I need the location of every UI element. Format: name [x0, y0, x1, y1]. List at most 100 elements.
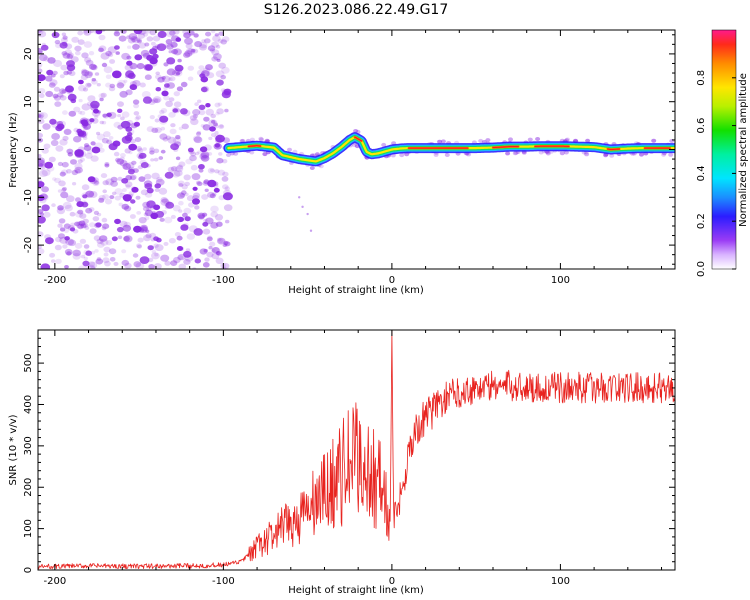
noise-blob	[165, 100, 174, 108]
noise-blob	[144, 42, 150, 47]
noise-blob	[211, 30, 216, 34]
noise-blob	[210, 205, 219, 213]
noise-blob	[204, 38, 211, 44]
noise-blob	[45, 90, 54, 98]
noise-blob	[184, 181, 190, 187]
noise-blob	[91, 146, 101, 154]
noise-blob	[177, 216, 185, 223]
noise-blob	[178, 209, 183, 213]
noise-blob	[64, 204, 73, 212]
noise-blob	[165, 135, 171, 140]
noise-blob	[112, 70, 122, 79]
noise-blob	[89, 228, 97, 234]
noise-blob	[164, 83, 170, 88]
noise-blob	[151, 127, 159, 133]
signal-track	[223, 129, 675, 232]
noise-blob	[124, 148, 131, 154]
noise-blob	[61, 32, 67, 37]
noise-blob	[38, 118, 45, 124]
noise-blob	[85, 82, 92, 88]
noise-blob	[191, 173, 201, 181]
noise-blob	[100, 52, 110, 60]
noise-blob	[215, 112, 220, 116]
noise-blob	[81, 133, 88, 139]
noise-blob	[145, 233, 152, 239]
noise-blob	[178, 183, 184, 188]
track-halo	[444, 153, 450, 157]
noise-blob	[78, 220, 86, 226]
noise-blob	[76, 128, 83, 134]
noise-blob	[202, 212, 208, 217]
noise-blob	[123, 79, 128, 83]
noise-blob	[55, 236, 62, 243]
noise-blob	[102, 180, 109, 186]
noise-blob	[127, 37, 136, 44]
noise-blob	[214, 214, 224, 221]
noise-blob	[38, 154, 42, 158]
noise-blob	[215, 134, 226, 143]
noise-blob	[188, 149, 195, 155]
noise-blob	[205, 217, 214, 225]
noise-blob	[109, 195, 115, 200]
noise-blob	[92, 216, 100, 222]
noise-blob	[97, 212, 102, 217]
noise-blob	[90, 100, 100, 109]
noise-blob	[75, 221, 85, 229]
noise-blob	[70, 222, 76, 227]
noise-blob	[54, 177, 61, 184]
colorbar-tick-label: 0.0	[696, 261, 707, 277]
noise-blob	[136, 63, 145, 70]
noise-blob	[196, 180, 201, 185]
noise-blob	[213, 122, 219, 127]
noise-blob	[103, 246, 111, 253]
noise-blob	[130, 199, 136, 204]
noise-blob	[205, 103, 211, 108]
noise-blob	[110, 176, 118, 183]
noise-blob	[192, 109, 201, 116]
noise-blob	[114, 45, 120, 50]
noise-blob	[81, 201, 89, 208]
noise-blob	[105, 50, 112, 57]
noise-region	[38, 30, 233, 269]
noise-blob	[168, 237, 176, 244]
noise-blob	[165, 201, 175, 209]
noise-blob	[115, 157, 121, 163]
noise-blob	[133, 30, 143, 35]
noise-blob	[101, 217, 108, 223]
noise-blob	[38, 159, 45, 167]
noise-blob	[38, 50, 44, 56]
noise-blob	[169, 30, 176, 36]
noise-blob	[105, 82, 112, 88]
noise-blob	[147, 257, 154, 263]
noise-blob	[96, 83, 101, 87]
noise-blob	[94, 249, 99, 253]
noise-blob	[102, 257, 110, 264]
noise-blob	[166, 68, 176, 76]
noise-blob	[40, 44, 49, 51]
noise-blob	[82, 87, 89, 92]
noise-blob	[218, 152, 223, 156]
noise-blob	[136, 37, 142, 43]
noise-blob	[213, 187, 220, 193]
noise-blob	[77, 39, 85, 45]
noise-blob	[60, 169, 69, 175]
noise-blob	[202, 228, 211, 235]
noise-blob	[128, 33, 138, 40]
noise-blob	[47, 57, 56, 64]
noise-blob	[203, 116, 210, 122]
noise-blob	[155, 74, 162, 80]
noise-blob	[113, 261, 119, 266]
noise-blob	[119, 192, 126, 198]
noise-blob	[90, 155, 99, 162]
noise-blob	[223, 88, 232, 96]
noise-blob	[101, 120, 107, 125]
noise-blob	[189, 115, 197, 121]
noise-blob	[102, 113, 108, 118]
noise-blob	[104, 260, 111, 267]
noise-blob	[133, 103, 140, 109]
noise-blob	[206, 236, 213, 242]
noise-blob	[72, 249, 81, 257]
noise-blob	[151, 172, 160, 180]
noise-blob	[214, 102, 221, 108]
